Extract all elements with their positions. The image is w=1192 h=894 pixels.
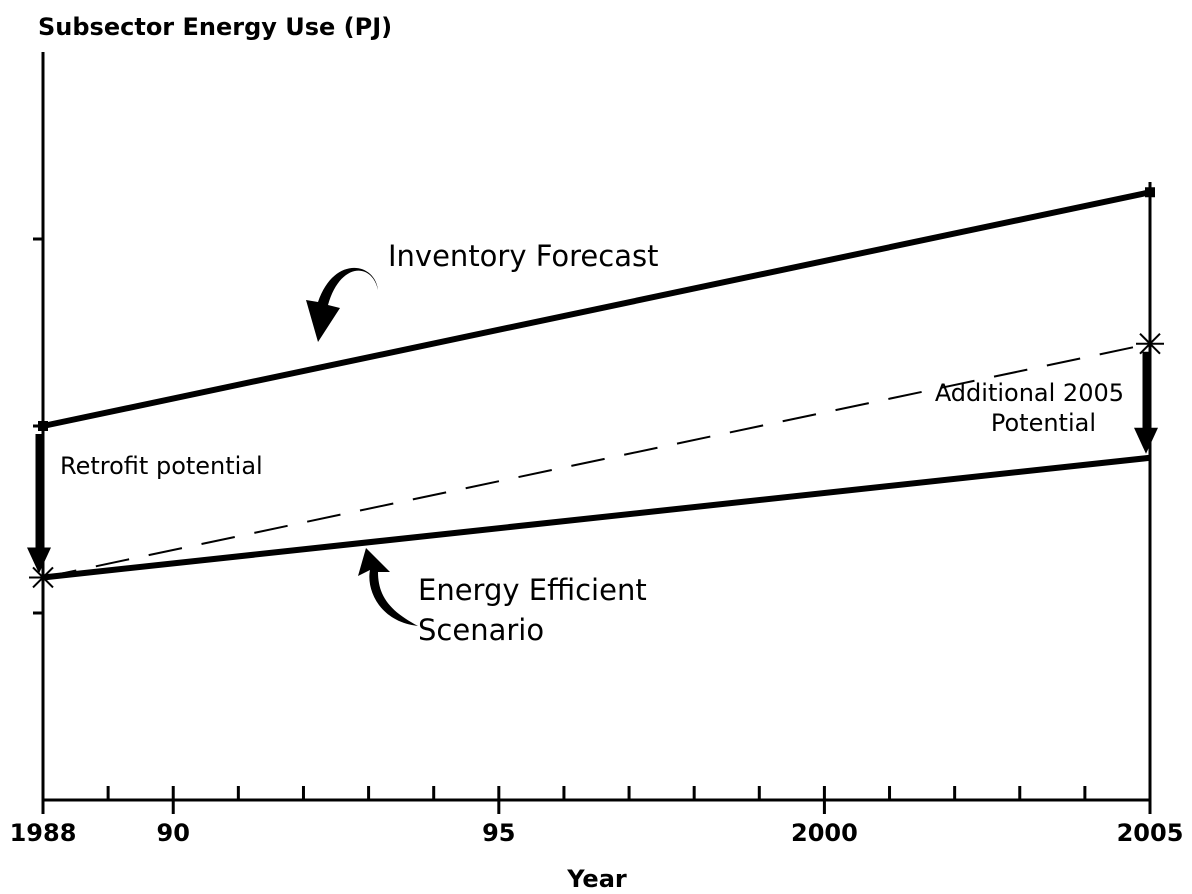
x-tick-label: 95 (482, 819, 515, 847)
annotation: Retrofit potential (60, 452, 263, 480)
annotation: Inventory Forecast (388, 239, 658, 273)
curved-arrow (306, 267, 378, 342)
series-line (42, 454, 1151, 581)
x-axis-label: Year (566, 865, 627, 893)
series-line (42, 189, 1151, 429)
x-tick-label: 2000 (791, 819, 858, 847)
annotation: Potential (991, 409, 1096, 437)
potential-arrow-head (27, 547, 51, 574)
point-marker (38, 421, 48, 431)
x-tick-label: 2005 (1117, 819, 1184, 847)
annotation: Additional 2005 (935, 379, 1124, 407)
star-marker (1136, 329, 1164, 358)
x-tick-label: 90 (157, 819, 190, 847)
star-stroke (1139, 333, 1161, 355)
potential-arrow-head (1134, 427, 1158, 454)
star-stroke (32, 566, 54, 589)
curved-arrow (358, 548, 418, 626)
star-marker (29, 563, 57, 592)
chart-title: Subsector Energy Use (PJ) (38, 13, 392, 41)
series-line (42, 342, 1151, 579)
point-marker (1145, 187, 1155, 198)
annotation: Energy Efficient (418, 573, 647, 607)
x-tick-label: 1988 (10, 819, 77, 847)
annotation: Scenario (418, 613, 544, 647)
